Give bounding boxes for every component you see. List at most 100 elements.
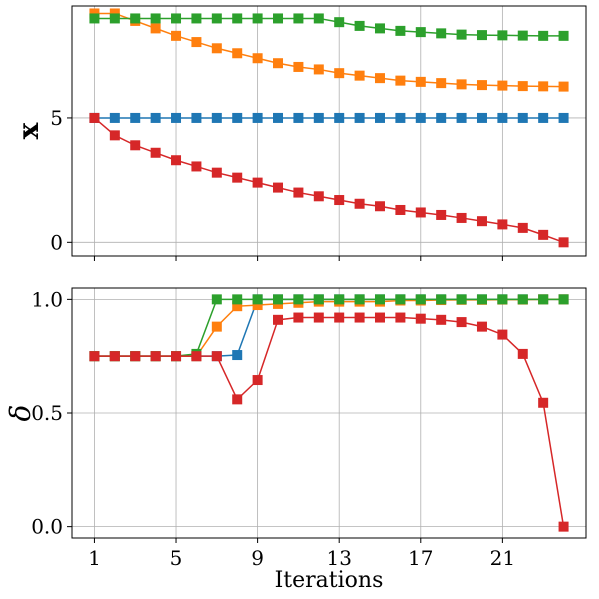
data-point xyxy=(436,314,447,325)
data-point xyxy=(415,294,426,305)
data-point xyxy=(313,64,324,75)
data-point xyxy=(313,294,324,305)
data-point xyxy=(109,13,120,24)
data-point xyxy=(517,112,528,123)
data-point xyxy=(191,351,202,362)
data-point xyxy=(334,68,345,79)
data-point xyxy=(517,348,528,359)
data-point xyxy=(293,61,304,72)
series-line-3 xyxy=(93,117,564,244)
data-point xyxy=(130,13,141,24)
data-point xyxy=(211,294,222,305)
data-point xyxy=(476,80,487,91)
data-point xyxy=(497,294,508,305)
data-point xyxy=(354,198,365,209)
data-point xyxy=(456,212,467,223)
data-point xyxy=(538,112,549,123)
data-point xyxy=(354,312,365,323)
data-point xyxy=(273,314,284,325)
data-point xyxy=(191,13,202,24)
data-point xyxy=(273,112,284,123)
data-point xyxy=(497,219,508,230)
data-point xyxy=(436,112,447,123)
data-point xyxy=(252,375,263,386)
data-point xyxy=(334,17,345,28)
data-point xyxy=(232,301,243,312)
data-point xyxy=(313,312,324,323)
data-point xyxy=(374,201,385,212)
data-point xyxy=(150,112,161,123)
data-point xyxy=(334,294,345,305)
data-point xyxy=(558,237,569,248)
data-point xyxy=(415,207,426,218)
data-point xyxy=(150,147,161,158)
series-line-1 xyxy=(94,298,564,357)
data-point xyxy=(497,80,508,91)
data-point xyxy=(232,294,243,305)
data-point xyxy=(232,13,243,24)
x-tick-label: 1 xyxy=(88,546,101,570)
data-point xyxy=(374,112,385,123)
data-point xyxy=(538,294,549,305)
data-point xyxy=(395,112,406,123)
data-point xyxy=(354,294,365,305)
data-point xyxy=(252,13,263,24)
data-point xyxy=(354,112,365,123)
y-tick-label: 5 xyxy=(50,106,63,130)
data-point xyxy=(334,312,345,323)
data-point xyxy=(334,195,345,206)
data-point xyxy=(538,229,549,240)
data-point xyxy=(232,394,243,405)
data-point xyxy=(374,312,385,323)
data-point xyxy=(456,317,467,328)
data-point xyxy=(109,351,120,362)
data-point xyxy=(558,521,569,532)
x-tick-label: 5 xyxy=(170,546,183,570)
data-point xyxy=(252,300,263,311)
data-point xyxy=(476,216,487,227)
data-point xyxy=(273,294,284,305)
data-point xyxy=(313,112,324,123)
data-point xyxy=(89,351,100,362)
y-axis-label: δ xyxy=(4,405,37,422)
data-point xyxy=(313,13,324,24)
data-point xyxy=(191,112,202,123)
data-point xyxy=(497,112,508,123)
data-point xyxy=(211,13,222,24)
series-line-1 xyxy=(94,12,564,88)
y-tick-label: 0.0 xyxy=(31,515,63,539)
data-point xyxy=(517,294,528,305)
x-tick-label: 13 xyxy=(326,546,351,570)
top-panel: 0 5x xyxy=(12,5,587,261)
data-point xyxy=(395,204,406,215)
data-point xyxy=(538,81,549,92)
data-point xyxy=(211,167,222,178)
data-point xyxy=(558,30,569,41)
series-line-3 xyxy=(94,316,565,527)
data-point xyxy=(558,81,569,92)
data-point xyxy=(476,112,487,123)
data-point xyxy=(273,58,284,69)
data-point xyxy=(436,209,447,220)
x-tick-label: 9 xyxy=(251,546,264,570)
data-point xyxy=(211,112,222,123)
data-point xyxy=(456,112,467,123)
data-point xyxy=(211,43,222,54)
data-point xyxy=(334,112,345,123)
data-point xyxy=(130,140,141,151)
data-point xyxy=(538,397,549,408)
data-point xyxy=(395,312,406,323)
data-point xyxy=(89,13,100,24)
data-point xyxy=(211,321,222,332)
x-tick-label: 17 xyxy=(408,546,433,570)
data-point xyxy=(171,112,182,123)
data-point xyxy=(456,29,467,40)
data-point xyxy=(436,28,447,39)
data-point xyxy=(252,294,263,305)
x-axis-label: Iterations xyxy=(275,568,384,593)
data-point xyxy=(171,155,182,166)
x-tick-label: 21 xyxy=(490,546,515,570)
data-point xyxy=(395,75,406,86)
data-point xyxy=(130,351,141,362)
data-point xyxy=(171,351,182,362)
